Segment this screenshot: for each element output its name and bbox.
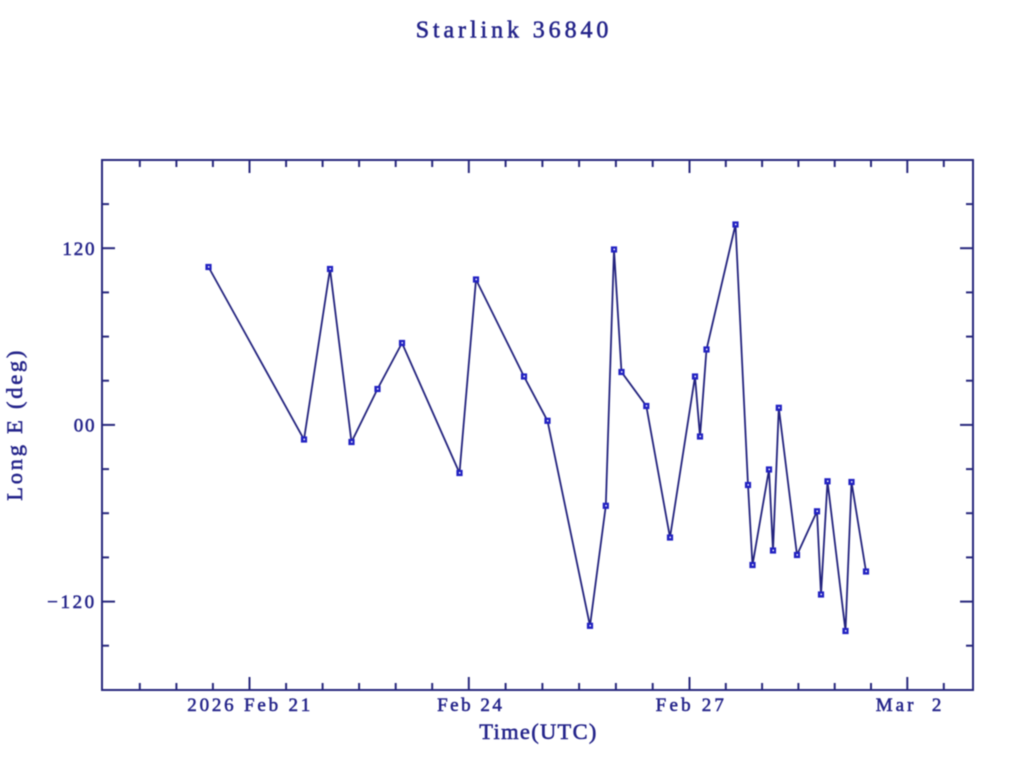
svg-text:Time(UTC): Time(UTC): [479, 719, 597, 744]
svg-text:00: 00: [74, 415, 97, 436]
svg-text:Feb 27: Feb 27: [656, 695, 727, 716]
svg-text:2026 Feb 21: 2026 Feb 21: [187, 695, 313, 716]
svg-text:Long E (deg): Long E (deg): [2, 348, 27, 501]
svg-text:Feb 24: Feb 24: [437, 695, 504, 716]
svg-text:Mar 2: Mar 2: [876, 695, 945, 716]
svg-text:−120: −120: [47, 592, 97, 613]
svg-text:Starlink 36840: Starlink 36840: [416, 18, 613, 44]
svg-text:120: 120: [62, 239, 96, 260]
